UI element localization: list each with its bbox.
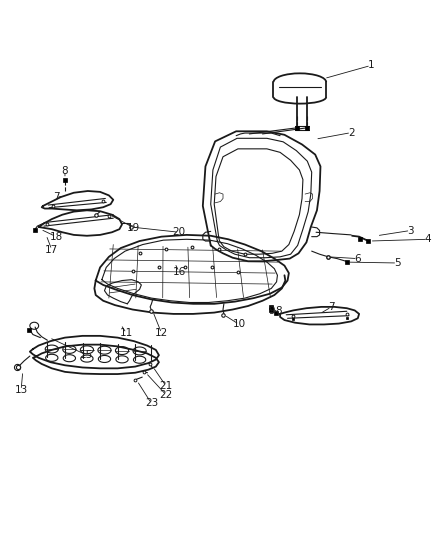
Text: 20: 20 — [172, 227, 185, 237]
Text: 3: 3 — [406, 225, 413, 236]
Text: 23: 23 — [145, 399, 158, 408]
Text: 8: 8 — [61, 166, 68, 176]
Text: 19: 19 — [127, 223, 140, 233]
Text: 7: 7 — [53, 192, 60, 202]
Text: 16: 16 — [172, 267, 185, 277]
Text: 6: 6 — [353, 254, 360, 264]
Text: 7: 7 — [327, 302, 334, 312]
Text: 8: 8 — [275, 306, 282, 316]
Text: 9: 9 — [267, 306, 274, 316]
Text: 10: 10 — [232, 319, 245, 329]
Text: 18: 18 — [49, 232, 63, 241]
Text: 22: 22 — [159, 390, 172, 400]
Text: 15: 15 — [80, 350, 93, 360]
Text: 11: 11 — [120, 328, 133, 338]
Text: 17: 17 — [45, 245, 58, 255]
Text: 1: 1 — [367, 60, 374, 70]
Text: 21: 21 — [159, 381, 172, 391]
Text: 2: 2 — [347, 127, 354, 138]
Text: 13: 13 — [14, 385, 28, 395]
Text: 5: 5 — [393, 258, 400, 268]
Text: 4: 4 — [424, 235, 431, 244]
Text: 12: 12 — [155, 328, 168, 338]
